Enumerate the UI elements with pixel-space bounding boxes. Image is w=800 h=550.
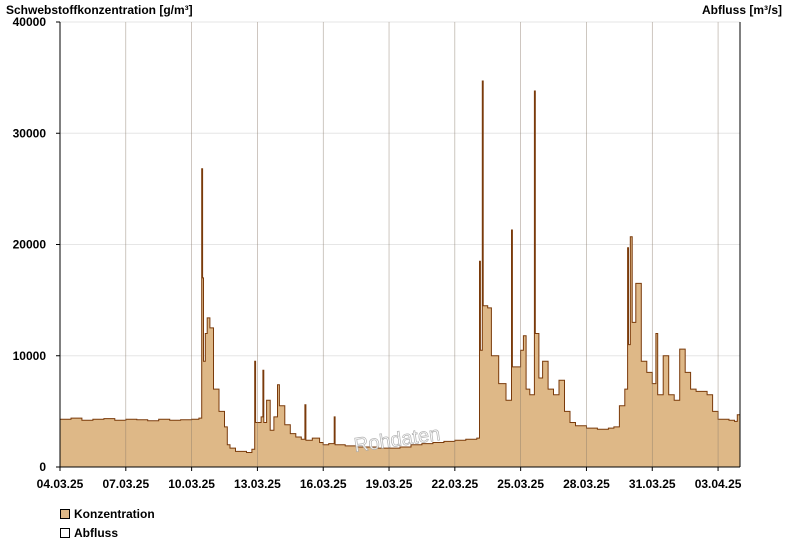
y-axis-left-label: Schwebstoffkonzentration [g/m³]: [6, 3, 193, 17]
legend-item-konzentration[interactable]: Konzentration: [60, 504, 155, 523]
y-tick-label-0: 0: [39, 460, 46, 474]
x-tick-label-0: 04.03.25: [37, 477, 84, 491]
x-tick-label-3: 13.03.25: [234, 477, 281, 491]
x-tick-label-5: 19.03.25: [366, 477, 413, 491]
plot-area: [60, 22, 741, 467]
x-tick-label-4: 16.03.25: [300, 477, 347, 491]
y-tick-label-2: 20000: [13, 238, 47, 252]
x-tick-label-2: 10.03.25: [168, 477, 215, 491]
x-tick-label-6: 22.03.25: [431, 477, 478, 491]
legend-swatch-konzentration: [60, 508, 70, 519]
legend-label-konzentration: Konzentration: [74, 506, 155, 521]
y-tick-label-4: 40000: [13, 15, 47, 29]
x-tick-label-10: 03.04.25: [695, 477, 742, 491]
legend: Konzentration Abfluss: [60, 504, 155, 542]
y-tick-label-1: 10000: [13, 349, 47, 363]
y-tick-labels: 0 10000 20000 30000 40000: [13, 15, 60, 474]
x-tick-label-7: 25.03.25: [497, 477, 544, 491]
x-tick-labels: 04.03.25 07.03.25 10.03.25 13.03.25 16.03.25…: [37, 467, 742, 491]
y-axis-right-label: Abfluss [m³/s]: [702, 3, 782, 17]
legend-swatch-abfluss: [60, 527, 70, 538]
y-tick-label-3: 30000: [13, 126, 47, 140]
x-tick-label-1: 07.03.25: [102, 477, 149, 491]
x-tick-label-8: 28.03.25: [563, 477, 610, 491]
legend-label-abfluss: Abfluss: [74, 525, 119, 540]
x-tick-label-9: 31.03.25: [629, 477, 676, 491]
legend-item-abfluss[interactable]: Abfluss: [60, 523, 155, 542]
series-line-konzentration: [60, 80, 741, 453]
series-area-konzentration: [60, 81, 740, 467]
